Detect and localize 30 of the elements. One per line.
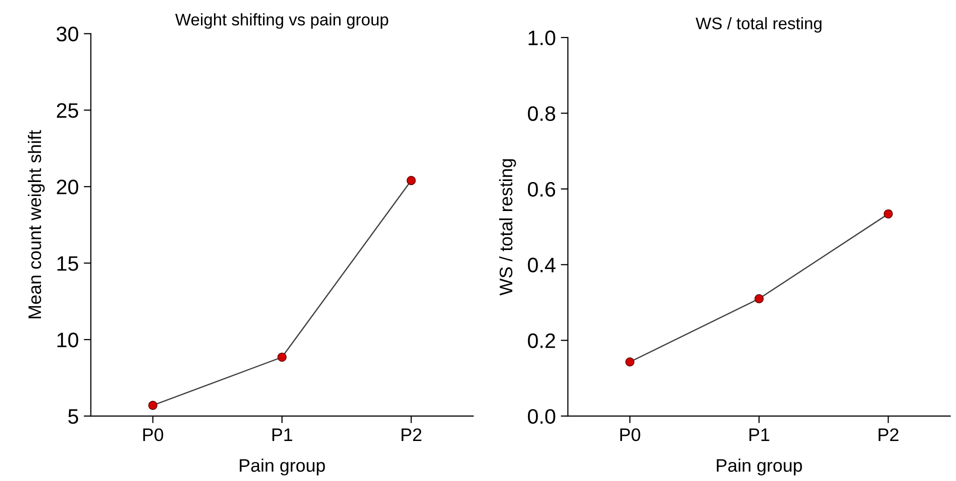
y-tick-label: 0.6 bbox=[528, 182, 556, 197]
point bbox=[277, 352, 287, 362]
x-tick-label: P1 bbox=[272, 428, 292, 441]
point bbox=[625, 357, 634, 367]
point bbox=[148, 400, 158, 410]
point bbox=[754, 294, 764, 304]
point bbox=[884, 209, 893, 219]
y-axis-title: Mean count weight shift bbox=[28, 130, 45, 318]
x-tick-label: P0 bbox=[143, 428, 164, 442]
y-tick-label: 20 bbox=[56, 180, 78, 194]
y-tick-label: 25 bbox=[56, 103, 78, 118]
y-tick-label: 0.2 bbox=[528, 333, 556, 348]
y-tick-label: 0.0 bbox=[528, 409, 556, 424]
x-axis-title: Pain group bbox=[240, 458, 325, 476]
y-tick-label: 0.8 bbox=[528, 106, 556, 121]
y-tick-label: 1.0 bbox=[528, 30, 556, 46]
y-axis-title: WS / total resting bbox=[499, 159, 516, 296]
chart-title: Weight shifting vs pain group bbox=[175, 13, 388, 29]
x-tick-label: P0 bbox=[620, 428, 640, 442]
y-tick-label: 5 bbox=[68, 409, 78, 424]
y-tick-label: 30 bbox=[56, 26, 78, 42]
x-tick-label: P1 bbox=[750, 428, 770, 441]
y-tick-label: 10 bbox=[57, 332, 78, 348]
x-tick-label: P2 bbox=[878, 428, 898, 441]
x-tick-label: P2 bbox=[402, 428, 422, 441]
y-tick-label: 15 bbox=[57, 256, 78, 271]
x-axis-title: Pain group bbox=[716, 458, 802, 476]
point bbox=[406, 176, 416, 186]
y-tick-label: 0.4 bbox=[528, 258, 556, 272]
chart-title: WS / total resting bbox=[696, 17, 822, 33]
